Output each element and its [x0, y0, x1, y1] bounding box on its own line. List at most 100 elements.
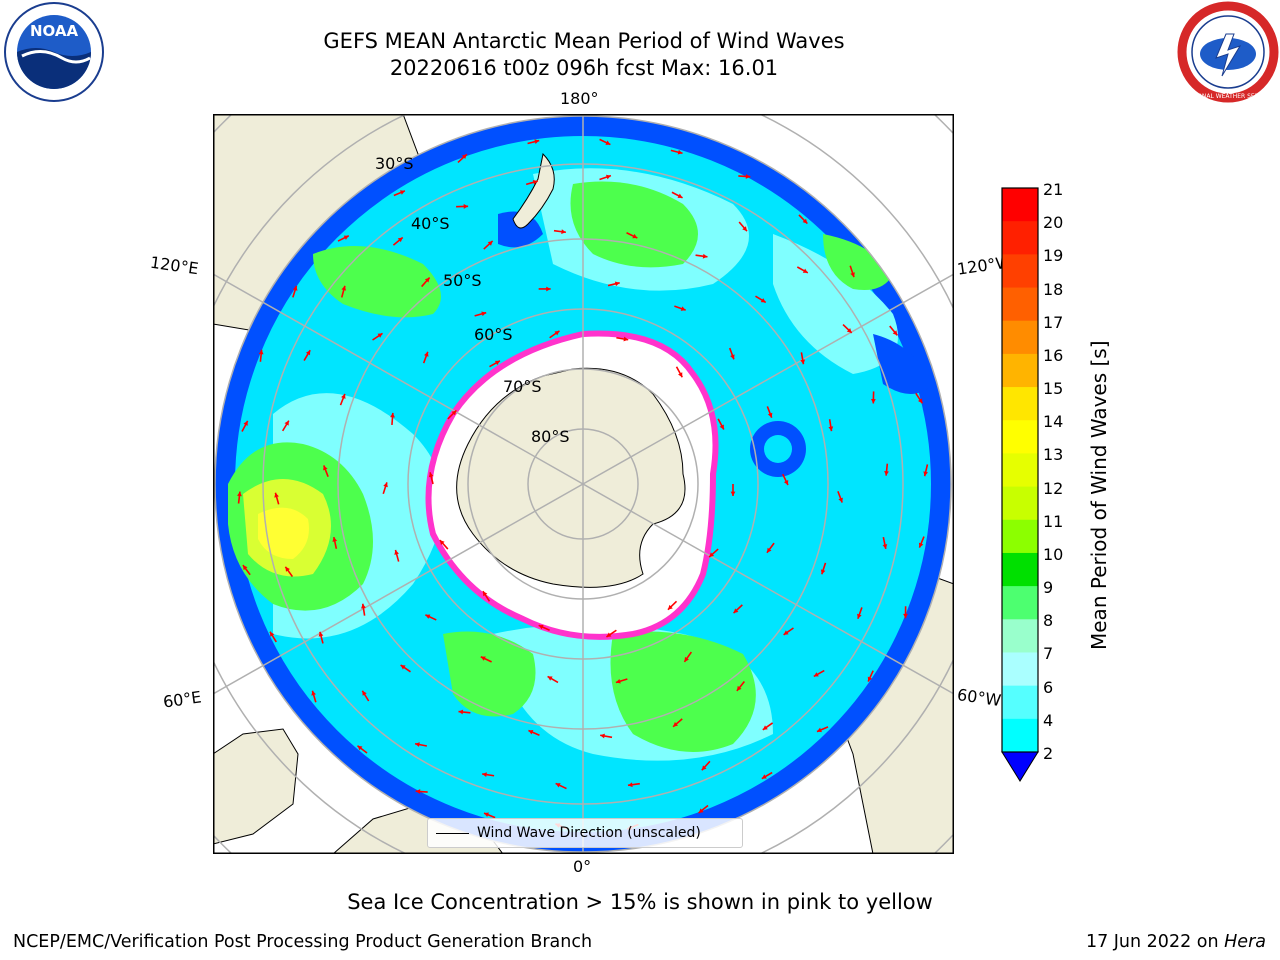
wave-direction-arrowhead: [733, 608, 739, 614]
wave-direction-arrowhead: [742, 226, 747, 232]
wave-direction-arrowhead: [311, 690, 316, 696]
wave-direction-arrowhead: [494, 360, 500, 366]
wave-direction-arrowhead: [534, 139, 540, 144]
lat-label-40s: 40°S: [411, 214, 450, 233]
wave-direction-arrowhead: [458, 709, 464, 715]
wave-direction-arrowhead: [783, 630, 789, 635]
wave-direction-arrowhead: [816, 727, 822, 733]
wave-direction-arrowhead: [678, 372, 683, 378]
land-africa: [213, 728, 299, 845]
colorbar-band: [1002, 221, 1038, 255]
wave-direction-arrowhead: [800, 359, 806, 365]
wave-direction-arrowhead: [480, 656, 486, 661]
wave-direction-arrowhead: [884, 471, 889, 476]
colorbar-band: [1002, 519, 1038, 554]
wave-direction-arrowhead: [274, 492, 279, 498]
wave-direction-arrowhead: [698, 808, 704, 814]
colorbar-tick-label: 2: [1043, 744, 1054, 763]
noaa-logo-text: NOAA: [30, 22, 79, 40]
lat-label-70s: 70°S: [503, 377, 542, 396]
wave-direction-arrowhead: [918, 542, 924, 548]
wave-direction-arrowhead: [397, 237, 403, 243]
colorbar-tick-label: 6: [1043, 677, 1054, 697]
colorbar-tick-label: 20: [1043, 213, 1064, 233]
sea-ice-note: Sea Ice Concentration > 15% is shown in …: [347, 890, 933, 914]
wave-direction-arrowhead: [767, 412, 773, 418]
land-new-zealand: [512, 152, 555, 229]
colorbar-tick-label: 21: [1043, 180, 1064, 199]
colorbar-label: Mean Period of Wind Waves [s]: [1087, 340, 1111, 650]
wave-direction-arrowhead: [761, 774, 767, 779]
wave-direction-arrowhead: [284, 420, 289, 426]
lat-label-50s: 50°S: [443, 271, 482, 290]
colorbar-band: [1002, 387, 1038, 421]
wave-direction-arrowhead: [237, 491, 242, 497]
wave-direction-arrowhead: [783, 480, 789, 486]
wave-direction-arrowhead: [362, 690, 367, 696]
wave-direction-arrowhead: [615, 678, 621, 684]
wave-direction-arrowhead: [730, 354, 735, 360]
wave-direction-arrowhead: [481, 311, 487, 317]
map-legend: Wind Wave Direction (unscaled): [427, 818, 743, 848]
wave-direction-arrowhead: [709, 552, 715, 558]
wave-direction-arrowhead: [882, 544, 888, 549]
colorbar-band: [1002, 188, 1038, 222]
wave-direction-arrowhead: [627, 782, 633, 788]
colorbar-band: [1002, 287, 1038, 322]
colorbar-tick-label: 15: [1043, 379, 1064, 399]
legend-line-swatch: [436, 832, 469, 834]
wave-direction-arrowhead: [605, 174, 611, 180]
colorbar: [1000, 186, 1042, 790]
colorbar-ticks: 21 20 19 18 17 16 15 14 13 12 11 10 9 8 7 6 4 2: [1043, 180, 1103, 770]
wave-direction-arrowhead: [323, 465, 328, 471]
wave-direction-arrowhead: [623, 336, 629, 342]
wave-direction-arrowhead: [394, 549, 399, 555]
wave-direction-arrowhead: [673, 722, 678, 727]
wave-direction-arrowhead: [867, 676, 873, 682]
wave-direction-arrowhead: [677, 193, 683, 198]
wave-direction-arrowhead: [484, 812, 489, 817]
colorbar-tick-label: 8: [1043, 611, 1054, 631]
wave-direction-arrowhead: [377, 333, 383, 338]
wave-direction-arrowhead: [871, 398, 876, 404]
colorbar-tick-label: 11: [1043, 511, 1064, 531]
wave-direction-arrowhead: [614, 281, 620, 287]
lon-label-120e: 120°E: [148, 252, 200, 279]
colorbar-band: [1002, 320, 1038, 355]
wave-direction-arrowhead: [292, 285, 298, 291]
nws-logo-text: NATIONAL WEATHER SERVICE: [1184, 93, 1273, 100]
wave-direction-arrowhead: [802, 268, 808, 273]
colorbar-band: [1002, 552, 1038, 587]
chart-title: GEFS MEAN Antarctic Mean Period of Wind …: [323, 29, 845, 53]
wave-direction-arrowhead: [439, 540, 445, 546]
colorbar-tick-label: 14: [1043, 412, 1064, 432]
nws-logo: NATIONAL WEATHER SERVICE: [1176, 0, 1280, 108]
colorbar-tick-label: 16: [1043, 345, 1064, 365]
wave-direction-arrowhead: [736, 685, 742, 691]
lat-label-80s: 80°S: [531, 427, 570, 446]
lon-label-60e: 60°E: [161, 687, 203, 712]
wave-direction-arrowhead: [903, 613, 908, 619]
wave-direction-arrowhead: [482, 772, 487, 777]
legend-label: Wind Wave Direction (unscaled): [477, 825, 701, 841]
wave-direction-arrowhead: [428, 472, 434, 478]
wave-direction-arrowhead: [487, 240, 493, 246]
wave-direction-arrowhead: [846, 328, 852, 333]
wave-direction-arrowhead: [802, 218, 808, 224]
wave-direction-arrowhead: [258, 349, 264, 355]
colorbar-band: [1002, 254, 1038, 289]
wave-direction-arrowhead: [269, 631, 275, 637]
wave-direction-arrowhead: [813, 672, 819, 677]
wave-direction-arrowhead: [332, 537, 338, 542]
colorbar-band: [1002, 420, 1038, 454]
wave-direction-arrowhead: [242, 565, 248, 571]
wave-direction-arrowhead: [305, 350, 311, 356]
wave-direction-arrowhead: [923, 471, 929, 477]
wave-direction-arrowhead: [415, 742, 420, 747]
wave-direction-arrowhead: [838, 497, 843, 503]
colorbar-tick-label: 17: [1043, 312, 1064, 332]
wave-direction-arrowhead: [766, 547, 772, 553]
colorbar-band: [1002, 685, 1038, 720]
lon-label-0: 0°: [573, 857, 592, 876]
wave-direction-arrowhead: [341, 393, 346, 399]
